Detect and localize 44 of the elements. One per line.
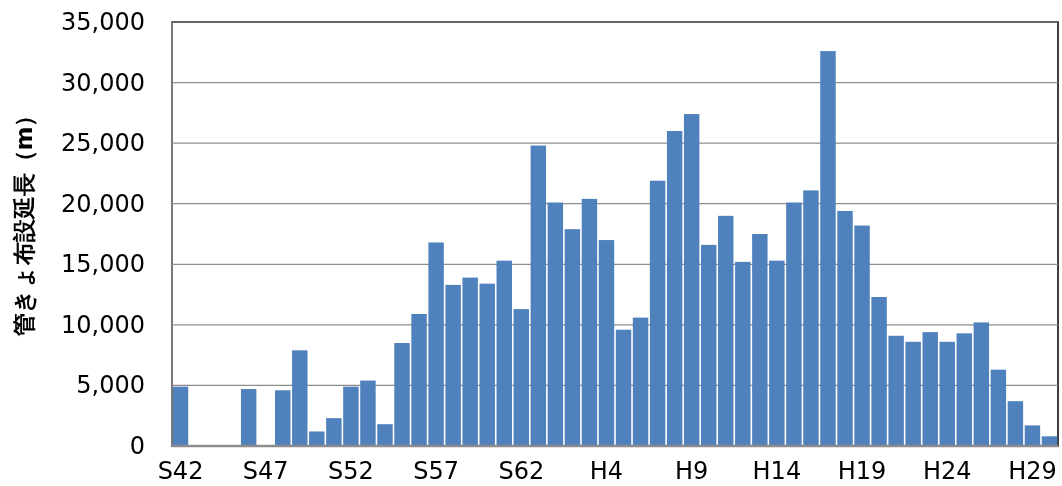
bar — [1041, 436, 1058, 446]
bar — [990, 369, 1007, 446]
bar — [615, 329, 632, 446]
y-tick-label: 25,000 — [61, 129, 145, 158]
bar — [718, 215, 734, 446]
bar — [939, 341, 955, 446]
x-tick-label: H29 — [1008, 457, 1057, 485]
x-tick-label: H24 — [922, 457, 972, 485]
y-tick-label: 10,000 — [61, 310, 145, 339]
bar — [666, 131, 683, 446]
bar — [496, 260, 512, 446]
x-tick-label: H14 — [752, 457, 802, 485]
y-tick-label: 15,000 — [61, 250, 145, 279]
x-tick-label: S42 — [157, 457, 204, 485]
bar — [1007, 401, 1024, 446]
bar — [700, 244, 717, 446]
bar — [275, 390, 291, 446]
bar — [649, 180, 666, 446]
bar — [581, 198, 598, 446]
x-tick-label: S57 — [413, 457, 459, 485]
bar — [956, 333, 973, 446]
bar — [564, 229, 581, 446]
y-tick-label: 20,000 — [61, 189, 145, 218]
x-tick-label: H19 — [837, 457, 887, 485]
bar — [172, 386, 189, 446]
x-tick-label: S52 — [328, 457, 374, 485]
y-tick-label: 35,000 — [61, 8, 145, 36]
y-tick-label: 30,000 — [61, 68, 145, 97]
y-axis-title: 管きょ布設延長（m） — [11, 103, 37, 338]
bar — [240, 389, 257, 446]
bar — [632, 317, 649, 446]
x-tick-label: H4 — [589, 457, 624, 485]
bar — [513, 309, 530, 446]
x-tick-label: S62 — [498, 457, 545, 485]
y-tick-label: 5,000 — [76, 371, 145, 400]
y-tick-label: 0 — [129, 432, 145, 460]
bar — [973, 322, 990, 446]
bar — [598, 240, 615, 446]
bar — [683, 114, 700, 446]
bar — [530, 145, 547, 446]
x-tick-label: S47 — [242, 457, 289, 485]
bar — [547, 202, 564, 446]
x-tick-label: H9 — [675, 457, 709, 485]
bar — [1024, 425, 1041, 446]
